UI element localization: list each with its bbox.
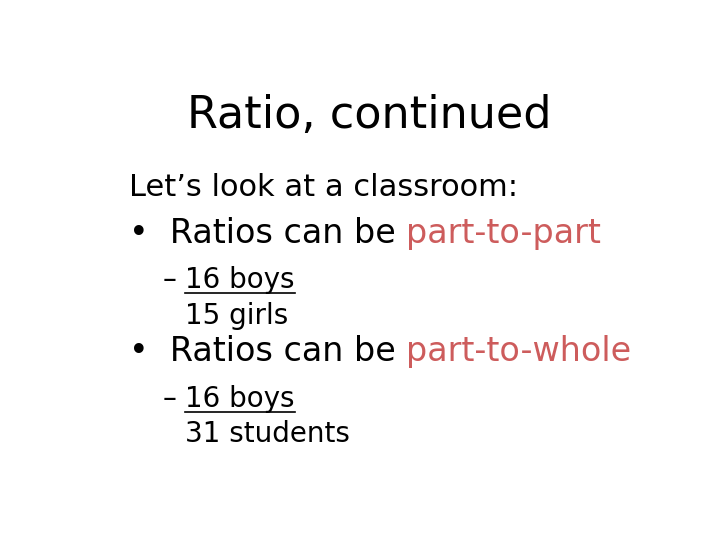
- Text: 15 girls: 15 girls: [185, 302, 289, 330]
- Text: •  Ratios can be: • Ratios can be: [129, 335, 406, 368]
- Text: Let’s look at a classroom:: Let’s look at a classroom:: [129, 173, 518, 202]
- Text: 16 boys: 16 boys: [185, 385, 294, 413]
- Text: 31 students: 31 students: [185, 420, 350, 448]
- Text: part-to-part: part-to-part: [406, 217, 601, 249]
- Text: Ratio, continued: Ratio, continued: [186, 94, 552, 137]
- Text: –: –: [163, 266, 185, 294]
- Text: –: –: [163, 385, 185, 413]
- Text: part-to-whole: part-to-whole: [406, 335, 631, 368]
- Text: 16 boys: 16 boys: [185, 266, 294, 294]
- Text: •  Ratios can be: • Ratios can be: [129, 217, 406, 249]
